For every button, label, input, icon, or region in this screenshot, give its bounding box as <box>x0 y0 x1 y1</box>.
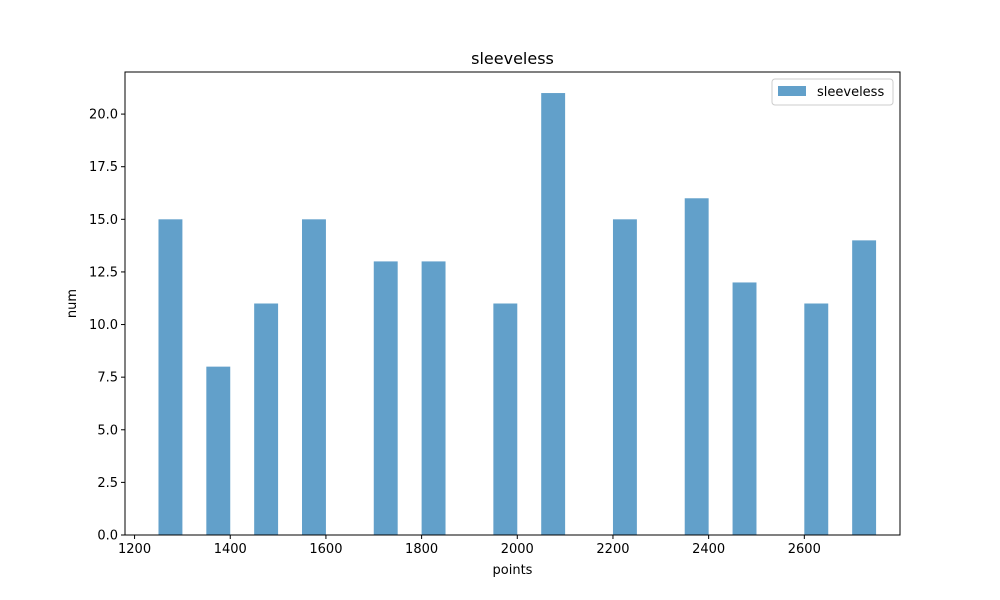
x-axis-label: points <box>493 563 533 578</box>
chart-title: sleeveless <box>471 49 554 68</box>
bar <box>541 93 566 535</box>
bar <box>158 219 183 535</box>
legend: sleeveless <box>771 78 894 106</box>
y-axis-ticks: 0.0 2.5 5.0 7.5 10.0 12.5 15.0 17.5 20.0 <box>89 108 125 544</box>
x-tick-label: 1200 <box>118 542 151 557</box>
x-tick-label: 1800 <box>405 542 438 557</box>
y-tick-label: 0.0 <box>97 529 118 544</box>
bar <box>206 366 231 535</box>
x-tick-label: 2000 <box>501 542 534 557</box>
bar <box>254 303 279 535</box>
y-tick-label: 2.5 <box>97 476 118 491</box>
bar <box>852 240 877 535</box>
y-tick-label: 20.0 <box>89 108 118 123</box>
x-tick-label: 2400 <box>692 542 725 557</box>
bars-group <box>158 93 877 536</box>
bar <box>612 219 637 535</box>
y-axis-label: num <box>65 289 80 318</box>
bar <box>373 261 398 535</box>
y-tick-label: 17.5 <box>89 160 118 175</box>
x-axis-ticks: 1200 1400 1600 1800 2000 2200 2400 2600 <box>118 535 821 557</box>
y-tick-label: 12.5 <box>89 265 118 280</box>
x-tick-label: 2200 <box>596 542 629 557</box>
bar <box>421 261 446 535</box>
y-tick-label: 7.5 <box>97 371 118 386</box>
y-tick-label: 5.0 <box>97 423 118 438</box>
bar <box>684 198 709 536</box>
plot-frame <box>124 71 901 536</box>
y-tick-label: 15.0 <box>89 213 118 228</box>
bar <box>302 219 326 535</box>
bar <box>493 303 518 535</box>
legend-swatch <box>778 86 806 96</box>
x-tick-label: 2600 <box>788 542 821 557</box>
x-tick-label: 1600 <box>309 542 342 557</box>
y-tick-label: 10.0 <box>89 318 118 333</box>
legend-label: sleeveless <box>817 85 884 100</box>
legend-box <box>771 78 894 106</box>
x-tick-label: 1400 <box>214 542 247 557</box>
bar <box>804 303 829 535</box>
bar <box>732 282 757 535</box>
